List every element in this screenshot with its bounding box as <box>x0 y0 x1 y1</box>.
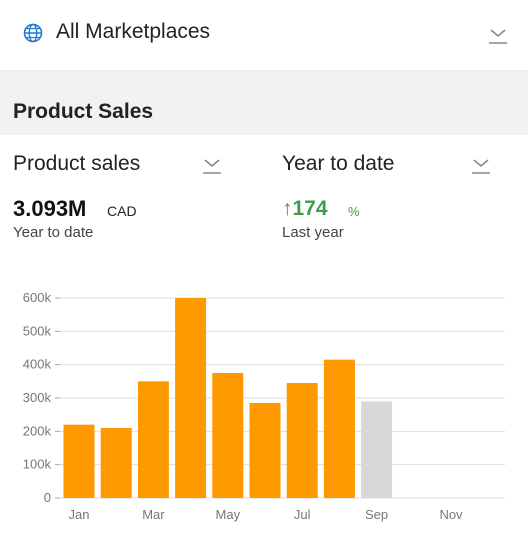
marketplace-label: All Marketplaces <box>56 20 211 43</box>
y-tick-label: 0 <box>44 490 51 505</box>
marketplace-selector[interactable]: All Marketplaces <box>0 0 528 71</box>
arrow-up-icon: ↑ <box>282 197 293 220</box>
x-tick-label: May <box>216 507 241 522</box>
bar-feb <box>100 428 132 498</box>
bar-aug <box>323 359 355 498</box>
bar-jan <box>63 424 95 498</box>
x-tick-label: Nov <box>439 507 463 522</box>
x-tick-label: Mar <box>142 507 165 522</box>
y-tick-label: 500k <box>23 323 52 338</box>
change-number: 174 <box>292 197 328 220</box>
metric-selector-label[interactable]: Product sales <box>13 152 141 175</box>
x-tick-label: Jan <box>69 507 90 522</box>
bar-jun <box>249 403 281 498</box>
chevron-down-icon[interactable] <box>202 157 222 175</box>
y-tick-label: 100k <box>23 457 52 472</box>
y-tick-label: 200k <box>23 423 52 438</box>
y-tick-label: 400k <box>23 357 52 372</box>
sales-total-caption: Year to date <box>13 224 94 241</box>
sales-total-value: 3.093M <box>13 196 87 221</box>
bar-jul <box>286 383 318 498</box>
y-tick-label: 300k <box>23 390 52 405</box>
sales-bar-chart: 0 100k 200k 300k 400k 500k 600k Jan Mar May Jul Sep… <box>23 290 505 522</box>
currency-unit: CAD <box>107 203 137 219</box>
bar-sep <box>361 401 393 498</box>
chevron-down-icon[interactable] <box>471 157 491 175</box>
chevron-down-icon[interactable] <box>488 27 508 45</box>
x-tick-label: Sep <box>365 507 388 522</box>
section-header <box>0 71 528 135</box>
section-title: Product Sales <box>13 100 154 123</box>
x-tick-label: Jul <box>294 507 311 522</box>
bar-apr <box>175 298 207 498</box>
bar-may <box>212 373 244 498</box>
change-value: ↑174 <box>282 197 328 221</box>
period-selector-label[interactable]: Year to date <box>282 152 395 175</box>
change-caption: Last year <box>282 224 344 241</box>
change-unit: % <box>348 204 360 219</box>
globe-icon <box>23 23 43 43</box>
y-tick-label: 600k <box>23 290 52 305</box>
bar-mar <box>137 381 169 498</box>
